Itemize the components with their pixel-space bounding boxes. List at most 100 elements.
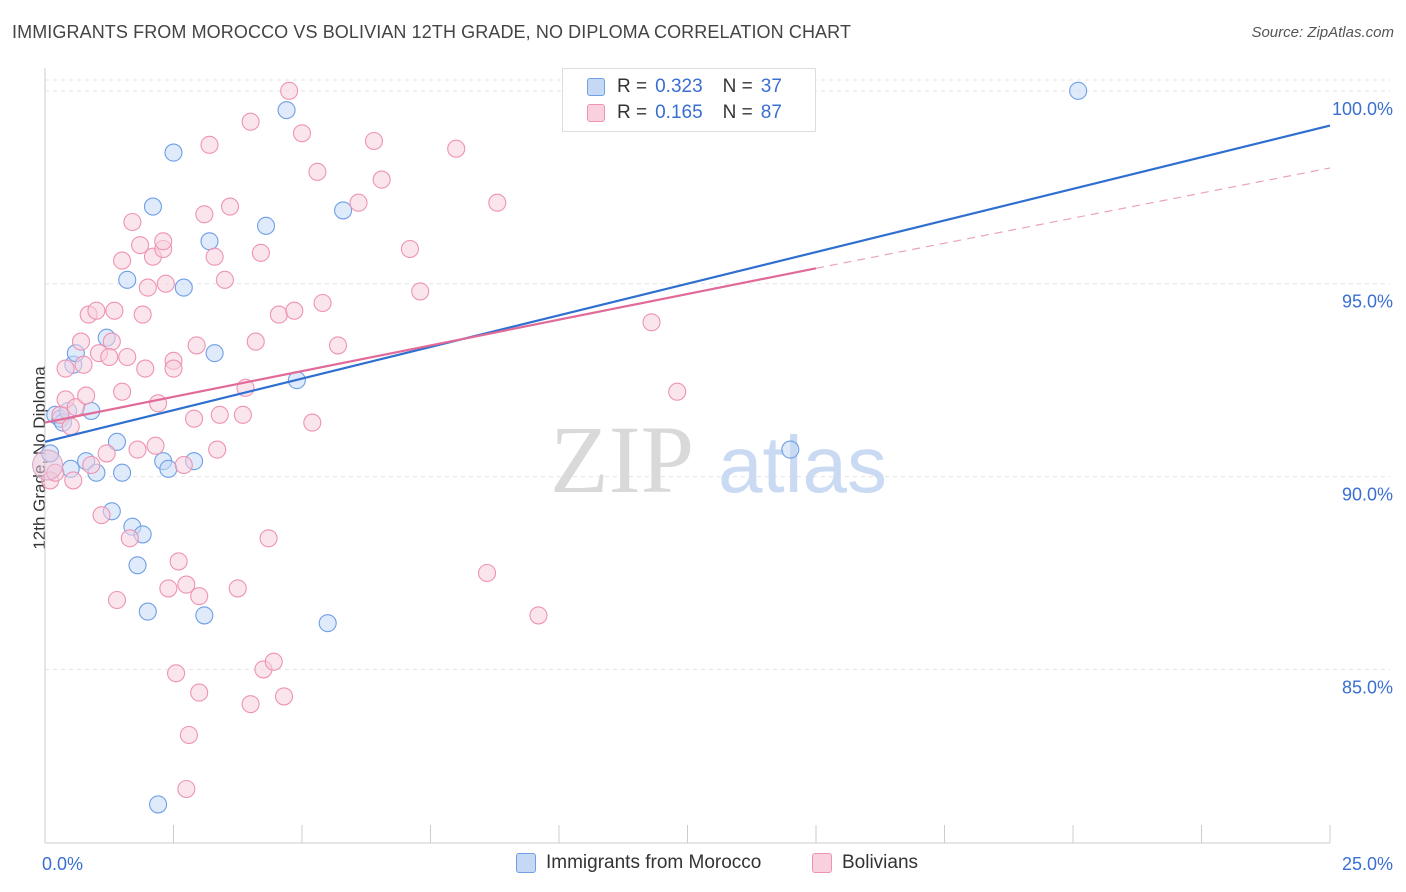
point-bolivians bbox=[364, 131, 384, 151]
point-bolivians bbox=[292, 124, 312, 143]
point-bolivians bbox=[303, 413, 322, 432]
source-label: Source: ZipAtlas.com bbox=[1251, 24, 1394, 41]
legend-swatch-blue bbox=[587, 78, 605, 96]
bottom-legend-bolivians: Bolivians bbox=[812, 852, 918, 874]
point-bolivians bbox=[241, 112, 260, 131]
point-bolivians bbox=[477, 563, 497, 583]
point-bolivians bbox=[246, 332, 265, 351]
point-bolivians bbox=[100, 347, 119, 367]
point-bolivians bbox=[195, 205, 214, 224]
legend-n-value: 37 bbox=[760, 76, 782, 97]
point-bolivians bbox=[177, 575, 196, 594]
point-bolivians bbox=[215, 270, 234, 289]
watermark-atlas: atlas bbox=[718, 420, 887, 509]
point-bolivians bbox=[280, 81, 299, 100]
point-bolivians bbox=[138, 278, 157, 297]
point-bolivians bbox=[179, 725, 198, 745]
point-bolivians bbox=[156, 274, 175, 293]
point-morocco bbox=[138, 602, 157, 621]
point-bolivians bbox=[77, 386, 96, 405]
watermark: ZIP atlas bbox=[550, 406, 887, 513]
bottom-legend-morocco: Immigrants from Morocco bbox=[516, 852, 761, 874]
point-bolivians bbox=[220, 197, 240, 216]
point-bolivians bbox=[56, 359, 75, 378]
point-morocco bbox=[277, 101, 296, 120]
y-tick-label: 85.0% bbox=[1342, 677, 1393, 697]
point-morocco bbox=[174, 278, 193, 297]
point-bolivians bbox=[447, 139, 466, 158]
point-bolivians bbox=[107, 590, 127, 610]
point-bolivians bbox=[349, 193, 368, 212]
point-bolivians bbox=[120, 529, 139, 548]
point-bolivians bbox=[136, 359, 155, 378]
point-bolivians bbox=[185, 409, 204, 428]
point-bolivians bbox=[82, 455, 101, 475]
point-bolivians bbox=[668, 382, 687, 401]
point-bolivians bbox=[313, 293, 332, 313]
legend-n-label: N = bbox=[722, 102, 753, 123]
point-morocco bbox=[200, 232, 219, 251]
point-bolivians bbox=[146, 436, 165, 455]
point-bolivians bbox=[187, 336, 206, 355]
legend-swatch-pink bbox=[587, 104, 605, 122]
point-bolivians bbox=[169, 552, 188, 571]
point-bolivians bbox=[200, 135, 219, 154]
legend-row-bolivians: R = 0.165 N = 87 bbox=[587, 101, 782, 125]
point-bolivians bbox=[372, 170, 391, 189]
point-morocco bbox=[143, 197, 162, 216]
point-morocco bbox=[128, 556, 147, 575]
point-bolivians bbox=[97, 444, 116, 463]
bottom-legend-label: Immigrants from Morocco bbox=[546, 852, 762, 873]
point-bolivians bbox=[529, 606, 548, 625]
point-bolivians bbox=[92, 506, 111, 525]
point-bolivians bbox=[228, 579, 247, 598]
point-bolivians bbox=[71, 332, 91, 351]
y-tick-label: 95.0% bbox=[1342, 292, 1393, 312]
point-bolivians bbox=[411, 282, 430, 301]
point-bolivians bbox=[64, 471, 83, 490]
point-bolivians bbox=[87, 301, 106, 320]
point-morocco bbox=[1069, 81, 1088, 100]
bottom-legend-swatch-pink bbox=[812, 853, 832, 873]
point-morocco bbox=[256, 216, 276, 235]
point-bolivians bbox=[164, 359, 183, 378]
point-bolivians bbox=[131, 236, 150, 255]
watermark-zip: ZIP bbox=[550, 406, 694, 513]
bottom-legend-swatch-blue bbox=[516, 853, 536, 873]
point-bolivians bbox=[208, 440, 227, 459]
y-tick-label: 90.0% bbox=[1342, 485, 1393, 505]
point-bolivians bbox=[264, 652, 283, 671]
legend-r-label: R = bbox=[617, 76, 648, 97]
trend-extension-bolivians bbox=[815, 167, 1331, 269]
point-bolivians bbox=[167, 664, 186, 683]
point-bolivians bbox=[128, 440, 147, 459]
point-bolivians bbox=[113, 251, 132, 270]
point-bolivians bbox=[133, 305, 152, 324]
legend-n-value: 87 bbox=[760, 102, 782, 123]
trend-lines bbox=[44, 124, 1331, 443]
point-bolivians bbox=[113, 382, 132, 401]
legend-row-morocco: R = 0.323 N = 37 bbox=[587, 75, 782, 99]
point-bolivians bbox=[74, 355, 93, 374]
point-bolivians bbox=[118, 347, 137, 367]
point-bolivians bbox=[174, 455, 193, 475]
point-morocco bbox=[159, 459, 178, 478]
point-bolivians bbox=[102, 332, 121, 351]
point-bolivians bbox=[269, 305, 288, 324]
point-bolivians bbox=[642, 313, 661, 332]
legend-r-value: 0.165 bbox=[655, 102, 703, 123]
x-tick-label: 25.0% bbox=[1342, 854, 1393, 874]
point-morocco bbox=[149, 795, 168, 814]
point-bolivians bbox=[159, 579, 178, 598]
trend-line-bolivians bbox=[44, 267, 817, 424]
point-morocco bbox=[195, 606, 214, 625]
point-morocco bbox=[82, 401, 101, 421]
point-bolivians bbox=[61, 417, 80, 436]
point-bolivians bbox=[154, 232, 173, 251]
legend-n-label: N = bbox=[722, 76, 753, 97]
point-bolivians bbox=[149, 394, 168, 413]
point-bolivians bbox=[210, 405, 229, 424]
trend-line-morocco bbox=[44, 124, 1331, 443]
point-cluster bbox=[32, 449, 64, 481]
x-tick-label: 0.0% bbox=[42, 854, 83, 874]
